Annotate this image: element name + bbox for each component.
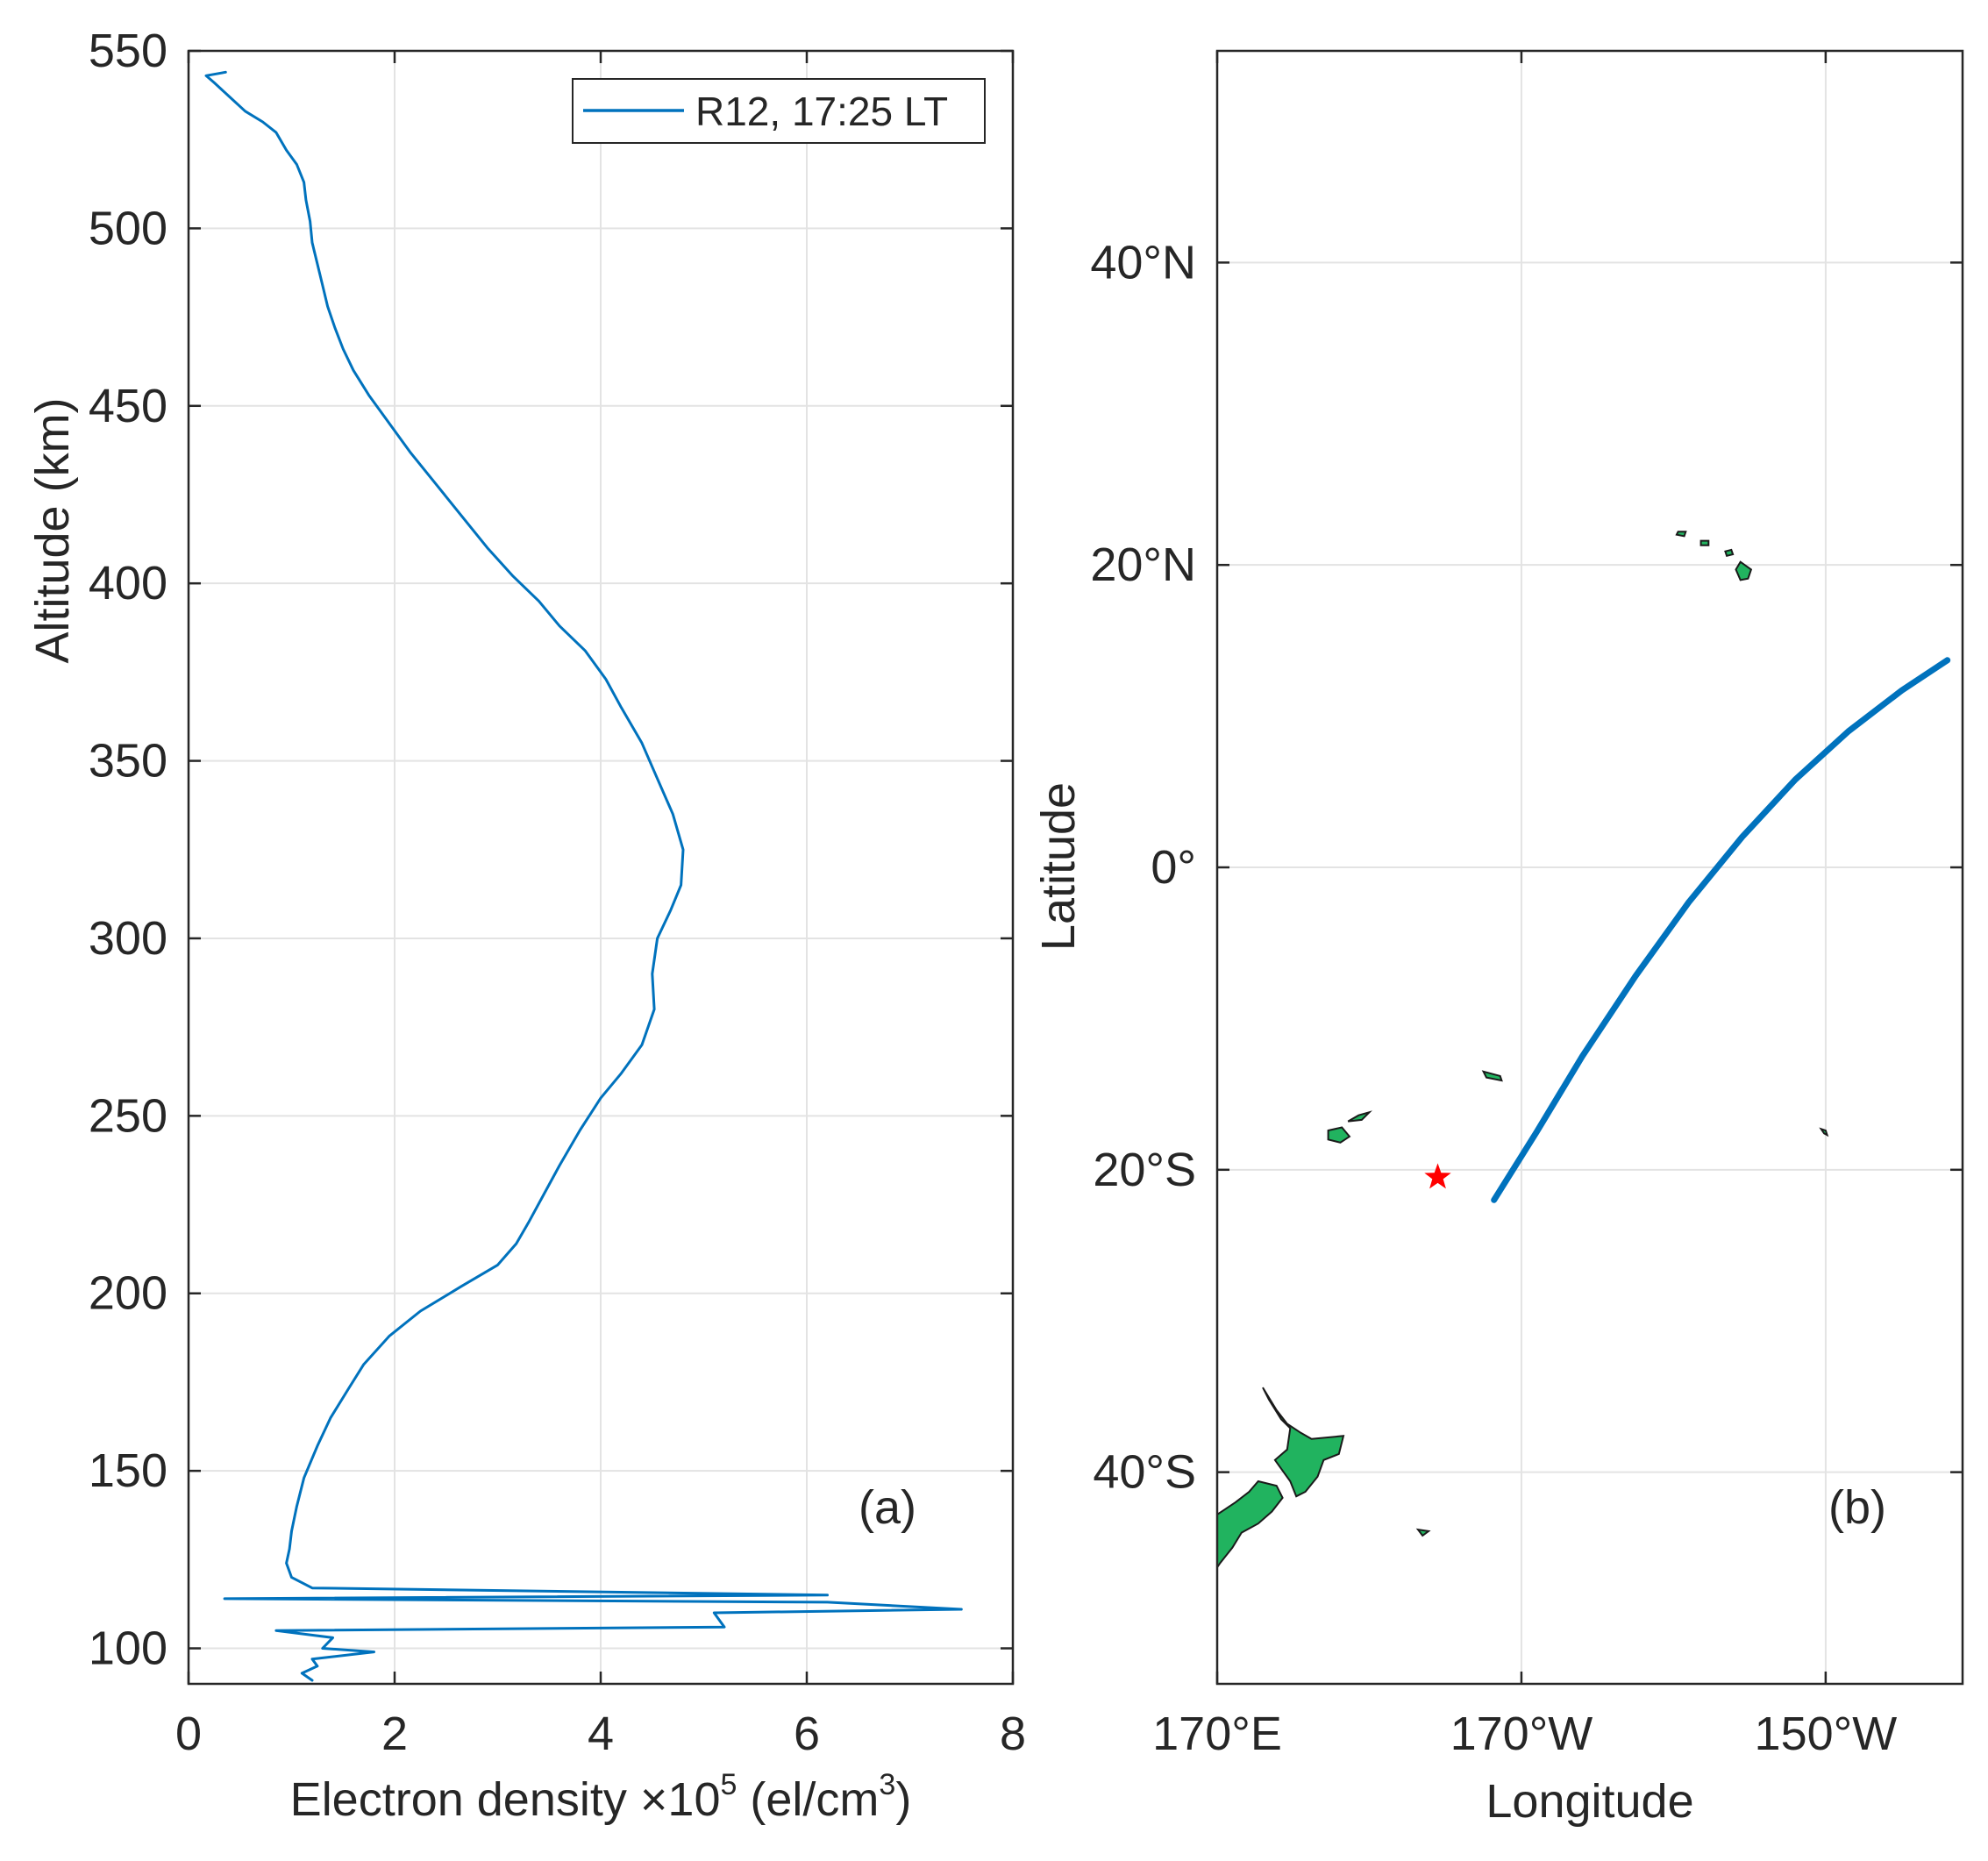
panel-b-landmasses (1216, 531, 1829, 1571)
hawaii-oahu (1699, 539, 1710, 546)
panel-b-label: (b) (1828, 1481, 1886, 1534)
panel-a-label: (a) (859, 1481, 916, 1534)
x-tick-label: 170°E (1152, 1708, 1282, 1760)
fiji-viti-levu (1327, 1126, 1351, 1144)
panel-b-x-tick-labels: 170°E 170°W 150°W (1152, 1708, 1897, 1760)
samoa (1481, 1070, 1503, 1082)
panel-a-x-axis-title: Electron density ×105 (el/cm3) (290, 1768, 912, 1826)
y-tick-label: 40°S (1093, 1446, 1196, 1499)
y-tick-label: 150 (89, 1444, 167, 1497)
x-tick-label: 2 (381, 1708, 408, 1760)
hawaii-big-island (1735, 560, 1753, 581)
event-location-star-icon (1424, 1163, 1451, 1189)
y-tick-label: 200 (89, 1267, 167, 1320)
panel-a-series (204, 70, 963, 1682)
series-line-r12-17-25-lt (204, 70, 963, 1682)
x-tick-label: 8 (1000, 1708, 1026, 1760)
y-tick-label: 400 (89, 557, 167, 610)
panel-b-x-axis-title: Longitude (1486, 1775, 1693, 1828)
x-tick-label: 150°W (1755, 1708, 1898, 1760)
y-tick-label: 250 (89, 1089, 167, 1142)
panel-b-track-map: 170°E 170°W 150°W 40°S 20°S 0° 20°N 40°N Longi… (1032, 49, 1964, 1828)
y-tick-label: 40°N (1090, 236, 1196, 289)
x-tick-label: 4 (588, 1708, 614, 1760)
y-tick-label: 500 (89, 202, 167, 254)
panel-a-legend: R12, 17:25 LT (572, 78, 986, 144)
y-tick-label: 350 (89, 735, 167, 788)
hawaii-maui (1724, 548, 1735, 557)
x-tick-label: 0 (175, 1708, 202, 1760)
panel-a-electron-density-profile: 0 2 4 6 8 100 150 200 250 300 350 400 450 500 550 Ele… (26, 25, 1026, 1826)
y-tick-label: 300 (89, 912, 167, 965)
y-tick-label: 20°S (1093, 1144, 1196, 1196)
series-line-satellite-track (1491, 657, 1951, 1203)
panel-a-y-tick-labels: 100 150 200 250 300 350 400 450 500 550 (89, 25, 167, 1675)
x-tick-label: 6 (794, 1708, 820, 1760)
fiji-vanua-levu (1347, 1110, 1372, 1123)
panel-a-y-axis-title: Altitude (km) (26, 397, 79, 663)
x-tick-label: 170°W (1450, 1708, 1593, 1760)
y-tick-label: 450 (89, 380, 167, 432)
panel-b-ticks (1215, 51, 1963, 1684)
panel-a-grid (188, 50, 1014, 1684)
new-zealand-south-island (1216, 1480, 1284, 1571)
panel-b-series (1491, 657, 1951, 1203)
panel-b-y-tick-labels: 40°S 20°S 0° 20°N 40°N (1090, 236, 1196, 1498)
panel-a-ticks (187, 49, 1015, 1684)
y-tick-label: 0° (1151, 841, 1196, 894)
chatham-islet (1415, 1528, 1431, 1537)
panel-a-x-tick-labels: 0 2 4 6 8 (175, 1708, 1026, 1760)
y-tick-label: 20°N (1090, 538, 1196, 591)
tubuai-islet (1819, 1127, 1829, 1137)
hawaii-kauai (1675, 531, 1687, 538)
panel-b-y-axis-title: Latitude (1032, 782, 1085, 951)
legend-entry-label: R12, 17:25 LT (695, 89, 948, 134)
new-zealand-north-island (1262, 1387, 1345, 1498)
y-tick-label: 100 (89, 1622, 167, 1675)
panel-b-markers (1424, 1163, 1451, 1189)
y-tick-label: 550 (89, 25, 167, 77)
